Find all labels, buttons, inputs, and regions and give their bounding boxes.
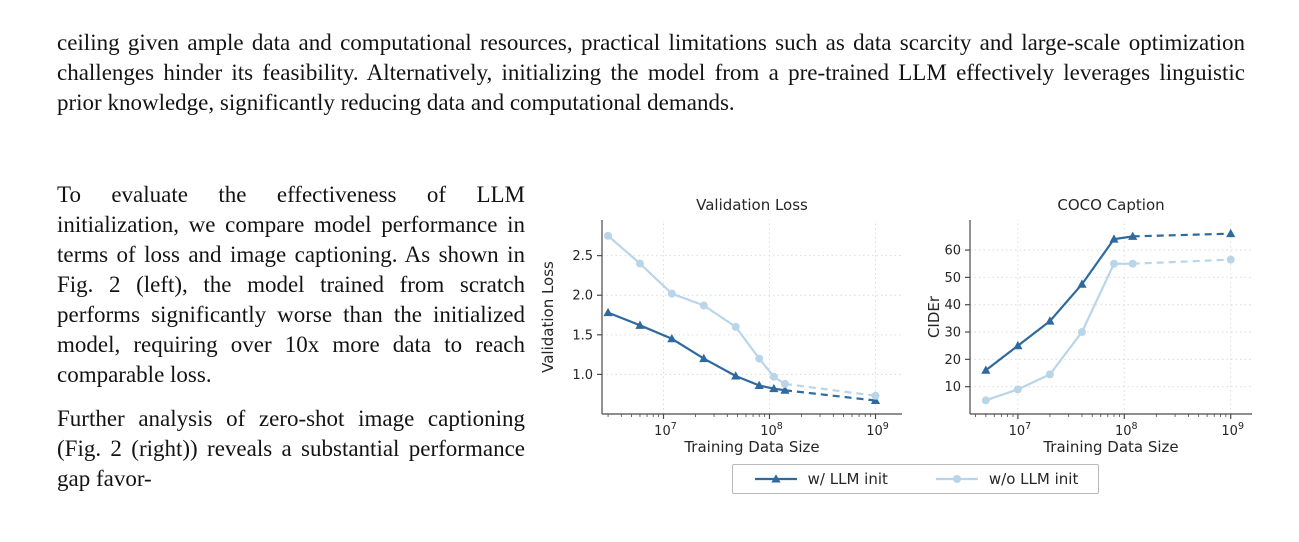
svg-text:107: 107	[1009, 421, 1032, 439]
body-paragraph-zeroshot: Further analysis of zero-shot image capt…	[57, 406, 525, 491]
figure-2: 107 108 109 1.0 1.5 2.0 2.5 Training Data Size V…	[538, 190, 1293, 494]
figure-charts: 107 108 109 1.0 1.5 2.0 2.5 Training Data Size V…	[538, 190, 1293, 458]
svg-text:Validation Loss: Validation Loss	[696, 196, 808, 214]
svg-text:10: 10	[944, 380, 961, 395]
svg-text:1.5: 1.5	[572, 328, 593, 343]
svg-text:2.0: 2.0	[572, 289, 593, 304]
legend-circle-marker-icon	[935, 475, 978, 483]
svg-text:COCO Caption: COCO Caption	[1057, 196, 1164, 214]
svg-text:1.0: 1.0	[572, 368, 593, 383]
legend-label: w/o LLM init	[988, 470, 1079, 488]
validation-loss-chart: 107 108 109 1.0 1.5 2.0 2.5 Training Data Size V…	[539, 196, 902, 456]
figure-legend-row: w/ LLM init w/o LLM init	[538, 464, 1293, 494]
svg-text:109: 109	[1221, 421, 1244, 439]
svg-text:Training Data Size: Training Data Size	[683, 438, 819, 456]
legend-label: w/ LLM init	[807, 470, 888, 488]
legend-item: w/ LLM init	[753, 470, 888, 488]
svg-text:2.5: 2.5	[572, 249, 593, 264]
svg-text:108: 108	[1115, 421, 1138, 439]
legend-triangle-marker-icon	[754, 474, 797, 483]
svg-text:CIDEr: CIDEr	[925, 295, 943, 338]
svg-text:Training Data Size: Training Data Size	[1042, 438, 1178, 456]
body-paragraph-top: ceiling given ample data and computation…	[57, 30, 1245, 115]
svg-text:Validation Loss: Validation Loss	[539, 261, 557, 373]
left-text-column: To evaluate the effectiveness of LLM ini…	[57, 180, 525, 508]
svg-text:60: 60	[944, 244, 961, 259]
svg-text:40: 40	[944, 298, 961, 313]
body-paragraph-evaluation: To evaluate the effectiveness of LLM ini…	[57, 182, 525, 387]
figure-legend: w/ LLM init w/o LLM init	[731, 464, 1100, 494]
coco-caption-chart: 107 108 109 10 20 30 40 50 60 Training Data Size C…	[925, 196, 1252, 456]
svg-text:109: 109	[866, 421, 889, 439]
svg-text:30: 30	[944, 326, 961, 341]
svg-text:50: 50	[944, 271, 961, 286]
legend-item: w/o LLM init	[934, 470, 1078, 488]
svg-text:20: 20	[944, 353, 961, 368]
svg-text:108: 108	[760, 421, 783, 439]
svg-text:107: 107	[654, 421, 677, 439]
